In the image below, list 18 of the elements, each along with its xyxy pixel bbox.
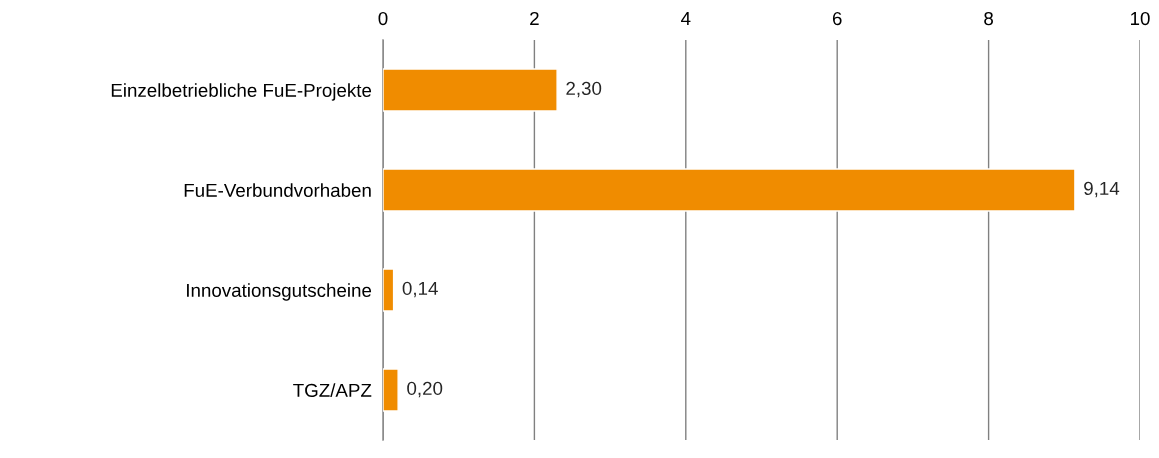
data-label: 0,20 xyxy=(407,381,443,398)
x-tick-label: 2 xyxy=(530,11,539,25)
data-label: 0,14 xyxy=(402,281,438,298)
x-tick-label: 4 xyxy=(681,12,691,25)
data-label: 9,14 xyxy=(1084,181,1120,198)
x-tick-label: 6 xyxy=(832,11,842,26)
bar xyxy=(383,68,558,112)
bar xyxy=(383,368,399,412)
x-tick-label: 8 xyxy=(984,11,993,26)
bar xyxy=(383,168,1076,212)
y-tick-label: Innovationsgutscheine xyxy=(187,283,372,301)
y-tick-label: FuE-Verbundvorhaben xyxy=(184,183,371,197)
data-label: 2,30 xyxy=(566,81,602,98)
bar xyxy=(383,268,395,312)
y-tick-label: Einzelbetriebliche FuE-Projekte xyxy=(111,83,372,101)
x-tick-label: 0 xyxy=(378,11,388,26)
x-tick-label: 10 xyxy=(1131,11,1150,26)
y-tick-label: TGZ/APZ xyxy=(293,383,372,397)
